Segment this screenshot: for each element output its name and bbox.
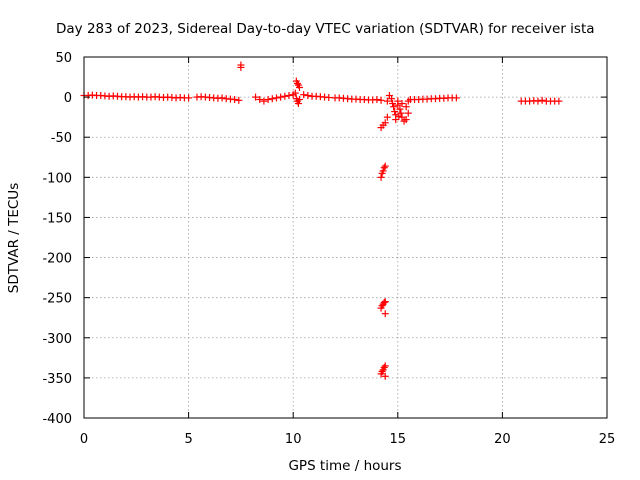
- x-tick-label: 25: [599, 432, 616, 447]
- data-point: [534, 97, 542, 105]
- x-tick-label: 20: [494, 432, 511, 447]
- data-point: [452, 94, 460, 102]
- y-tick-label: -250: [42, 292, 72, 307]
- data-point: [293, 79, 301, 87]
- data-point: [252, 93, 260, 101]
- data-point: [285, 92, 293, 100]
- data-point: [398, 100, 406, 108]
- data-point: [281, 92, 289, 100]
- data-point: [231, 96, 239, 104]
- data-point: [218, 94, 226, 102]
- y-tick-label: 50: [55, 51, 72, 66]
- data-point: [388, 95, 396, 103]
- x-tick-label: 10: [285, 432, 302, 447]
- data-point: [235, 96, 243, 104]
- data-point: [237, 63, 245, 71]
- data-point: [325, 94, 333, 102]
- data-point: [268, 95, 276, 103]
- x-tick-label: 0: [80, 432, 88, 447]
- data-point: [264, 96, 272, 104]
- data-point: [373, 96, 381, 104]
- data-point: [402, 103, 410, 111]
- data-point: [256, 96, 264, 104]
- y-tick-label: -350: [42, 372, 72, 387]
- y-axis-label: SDTVAR / TECUs: [6, 183, 22, 293]
- data-point: [377, 96, 385, 104]
- x-axis-label: GPS time / hours: [288, 458, 401, 474]
- data-point: [538, 96, 546, 104]
- data-point: [272, 94, 280, 102]
- data-point: [300, 91, 308, 99]
- data-point: [398, 113, 406, 121]
- data-point: [381, 119, 389, 127]
- data-point: [392, 116, 400, 124]
- data-point: [377, 173, 385, 181]
- data-point: [383, 97, 391, 105]
- data-point: [380, 298, 388, 306]
- data-point: [381, 362, 389, 370]
- data-point: [390, 103, 398, 111]
- y-tick-label: 0: [64, 91, 72, 106]
- data-point: [295, 83, 303, 91]
- data-point: [379, 167, 387, 175]
- y-tick-label: -100: [42, 171, 72, 186]
- x-tick-label: 5: [184, 432, 192, 447]
- data-point: [260, 97, 268, 105]
- data-point: [394, 97, 402, 105]
- x-tick-labels: 0 5 10 15 20 25: [80, 432, 615, 447]
- chart-title: Day 283 of 2023, Sidereal Day-to-day VTE…: [56, 21, 595, 37]
- data-point: [291, 89, 299, 97]
- plot-frame: [83, 56, 608, 419]
- data-point: [555, 97, 563, 105]
- data-point: [381, 298, 389, 306]
- data-point: [185, 94, 193, 102]
- data-point: [404, 109, 412, 117]
- data-point: [402, 116, 410, 124]
- data-point: [294, 100, 302, 108]
- data-points: [80, 61, 563, 380]
- data-point: [389, 100, 397, 108]
- data-point: [380, 164, 388, 172]
- data-point: [295, 96, 303, 104]
- data-point: [391, 108, 399, 116]
- y-tick-label: -150: [42, 211, 72, 226]
- y-tick-label: -200: [42, 252, 72, 267]
- x-tick-label: 15: [390, 432, 407, 447]
- grid-lines: [84, 57, 607, 418]
- data-point: [381, 162, 389, 170]
- y-tick-label: -400: [42, 412, 72, 427]
- data-point: [383, 113, 391, 121]
- data-point: [395, 112, 403, 120]
- data-point: [396, 105, 404, 113]
- y-tick-label: -300: [42, 332, 72, 347]
- data-point: [381, 372, 389, 380]
- data-point: [380, 363, 388, 371]
- y-tick-labels: 50 0 -50 -100 -150 -200 -250 -300 -350 -400: [42, 51, 72, 427]
- data-point: [304, 92, 312, 100]
- axis-ticks: [83, 56, 608, 419]
- data-point: [381, 310, 389, 318]
- y-tick-label: -50: [51, 131, 72, 146]
- data-point: [277, 93, 285, 101]
- data-point: [378, 367, 386, 375]
